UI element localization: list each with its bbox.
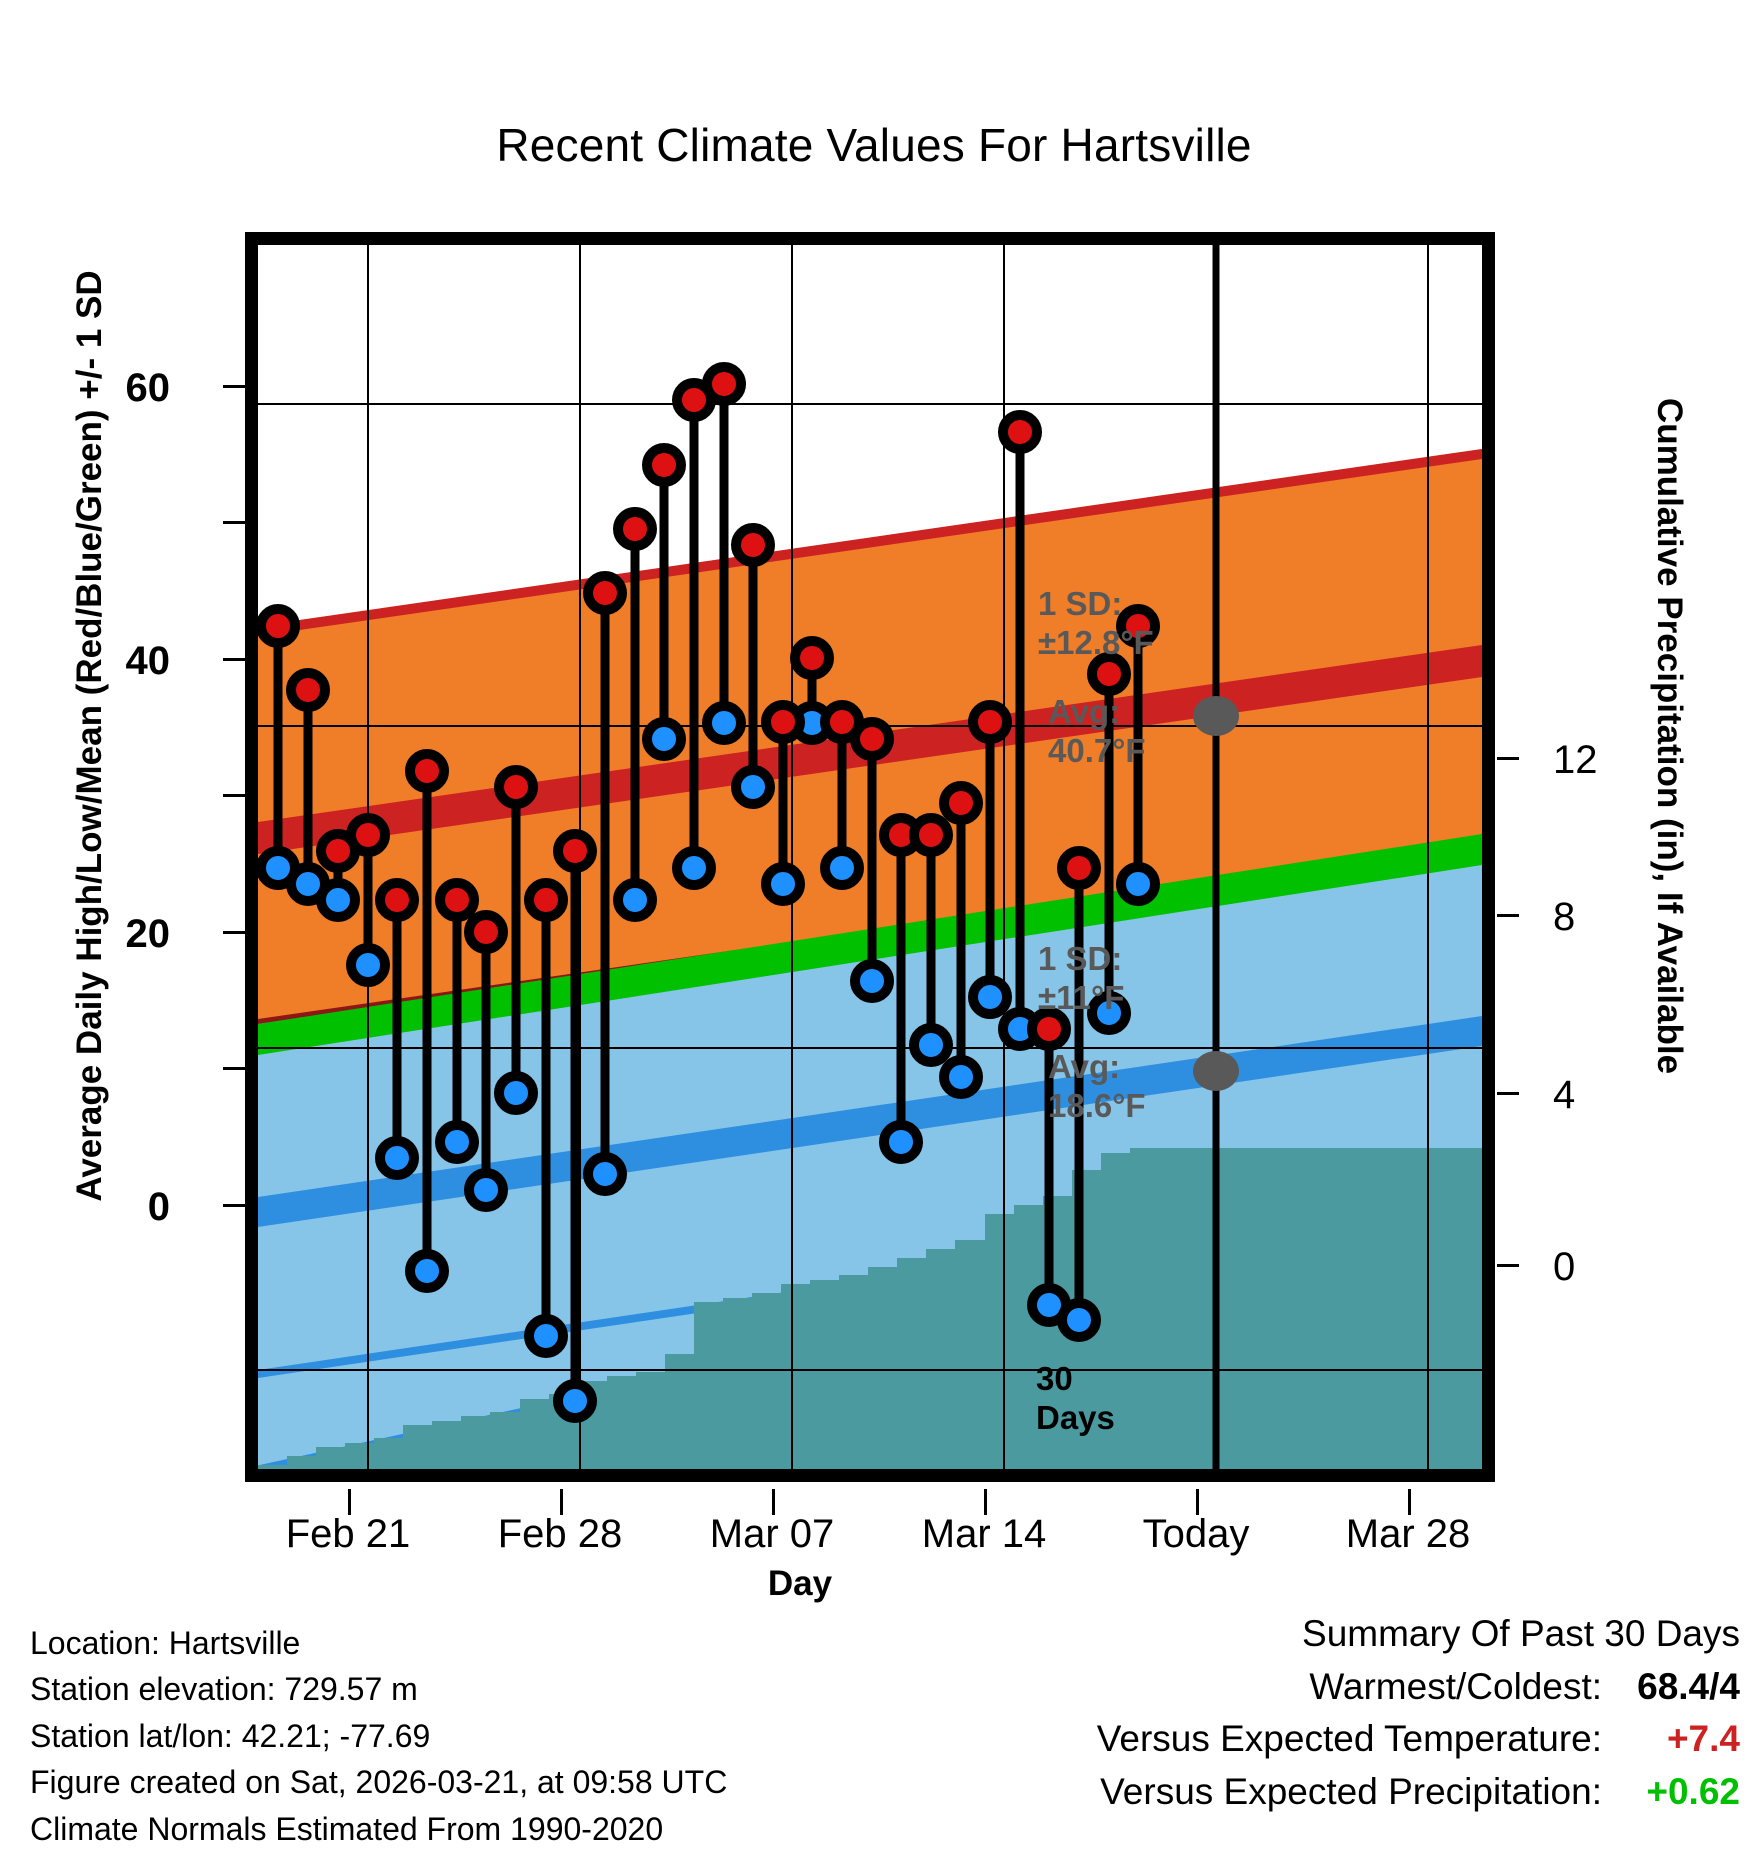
y-tick-label-20: 20 bbox=[125, 912, 171, 956]
daily-low-markers bbox=[258, 701, 1160, 1423]
annotation-high-sd-value: ±12.8°F bbox=[1038, 623, 1154, 661]
annotation-low-avg-label: Avg: bbox=[1048, 1048, 1121, 1085]
footer-created: Figure created on Sat, 2026-03-21, at 09… bbox=[30, 1764, 728, 1801]
footer-elevation: Station elevation: 729.57 m bbox=[30, 1671, 418, 1708]
summary-row-warmest: Warmest/Coldest: 68.4/4 bbox=[1097, 1661, 1740, 1714]
daily-high-markers bbox=[258, 362, 1160, 1051]
y-tick-40 bbox=[223, 658, 245, 661]
x-tick-feb28 bbox=[560, 1489, 563, 1515]
annotation-high-avg-value: 40.7°F bbox=[1048, 731, 1146, 769]
today-avg-low-marker bbox=[1193, 1051, 1239, 1091]
summary-heading: Summary Of Past 30 Days bbox=[1302, 1613, 1740, 1654]
y2-tick-label-12: 12 bbox=[1553, 738, 1598, 782]
summary-temp-value: +7.4 bbox=[1666, 1718, 1740, 1760]
plot-area: 1 SD: ±12.8°F Avg: 40.7°F 1 SD: ±11°F Avg: 1… bbox=[245, 232, 1495, 1482]
daily-range-stems bbox=[273, 384, 1143, 1401]
y-tick-0 bbox=[223, 1204, 245, 1207]
y-tick-10 bbox=[223, 1067, 245, 1070]
annotation-high-sd: 1 SD: ±12.8°F bbox=[1038, 585, 1154, 663]
y2-tick-0 bbox=[1497, 1264, 1519, 1267]
annotation-high-sd-label: 1 SD: bbox=[1038, 585, 1123, 622]
annotation-low-avg: Avg: 18.6°F bbox=[1048, 1048, 1146, 1126]
annotation-30-days-line1: 30 bbox=[1036, 1360, 1073, 1397]
footer-metadata: Location: Hartsville Station elevation: … bbox=[30, 1620, 727, 1852]
x-tick-label-mar14: Mar 14 bbox=[921, 1512, 1047, 1556]
today-avg-high-marker bbox=[1193, 696, 1239, 736]
footer-location: Location: Hartsville bbox=[30, 1625, 301, 1661]
footer-normals: Climate Normals Estimated From 1990-2020 bbox=[30, 1810, 664, 1847]
y2-tick-label-8: 8 bbox=[1553, 895, 1576, 939]
y2-tick-4 bbox=[1497, 1092, 1519, 1095]
x-tick-mar07 bbox=[772, 1489, 775, 1515]
annotation-low-sd-value: ±11°F bbox=[1038, 978, 1125, 1016]
y-tick-20 bbox=[223, 931, 245, 934]
footer-summary: Summary Of Past 30 Days Warmest/Coldest:… bbox=[1097, 1608, 1740, 1818]
y-tick-label-0: 0 bbox=[147, 1185, 170, 1229]
x-tick-label-mar07: Mar 07 bbox=[709, 1512, 835, 1556]
summary-precip-value: +0.62 bbox=[1646, 1770, 1740, 1812]
y2-tick-12 bbox=[1497, 757, 1519, 760]
x-tick-label-today: Today bbox=[1142, 1512, 1250, 1556]
cumulative-precip-area bbox=[258, 1148, 1482, 1469]
annotation-30-days-line2: Days bbox=[1036, 1398, 1115, 1436]
annotation-30-days: 30 Days bbox=[1036, 1360, 1115, 1438]
y-tick-50 bbox=[223, 521, 245, 524]
footer-latlon: Station lat/lon: 42.21; -77.69 bbox=[30, 1717, 431, 1754]
y2-tick-8 bbox=[1497, 914, 1519, 917]
x-tick-today bbox=[1196, 1489, 1199, 1515]
plot-inner: 1 SD: ±12.8°F Avg: 40.7°F 1 SD: ±11°F Avg: 1… bbox=[258, 245, 1482, 1469]
x-tick-feb21 bbox=[348, 1489, 351, 1515]
x-axis-label: Day bbox=[767, 1564, 833, 1603]
chart-canvas bbox=[258, 245, 1482, 1469]
chart-title: Recent Climate Values For Hartsville bbox=[496, 119, 1252, 171]
y-tick-30 bbox=[223, 794, 245, 797]
summary-warmest-label: Warmest/Coldest: bbox=[1309, 1665, 1602, 1707]
summary-row-precipitation: Versus Expected Precipitation: +0.62 bbox=[1097, 1766, 1740, 1819]
y2-tick-label-4: 4 bbox=[1553, 1073, 1576, 1117]
y-tick-label-40: 40 bbox=[125, 639, 171, 683]
x-tick-label-feb28: Feb 28 bbox=[497, 1512, 623, 1556]
x-tick-mar28 bbox=[1408, 1489, 1411, 1515]
x-tick-label-feb21: Feb 21 bbox=[285, 1512, 411, 1556]
high-sd-band-edge-top bbox=[258, 449, 1482, 636]
summary-precip-label: Versus Expected Precipitation: bbox=[1100, 1770, 1602, 1812]
annotation-high-avg: Avg: 40.7°F bbox=[1048, 693, 1146, 771]
annotation-low-sd-label: 1 SD: bbox=[1038, 940, 1123, 977]
normal-low-line bbox=[258, 1016, 1482, 1227]
annotation-low-avg-value: 18.6°F bbox=[1048, 1086, 1146, 1124]
summary-row-temperature: Versus Expected Temperature: +7.4 bbox=[1097, 1713, 1740, 1766]
annotation-high-avg-label: Avg: bbox=[1048, 693, 1121, 730]
y-tick-label-60: 60 bbox=[125, 366, 171, 410]
x-tick-label-mar28: Mar 28 bbox=[1345, 1512, 1471, 1556]
y2-tick-label-0: 0 bbox=[1553, 1245, 1576, 1289]
summary-warmest-value: 68.4/4 bbox=[1637, 1665, 1740, 1707]
x-tick-mar14 bbox=[984, 1489, 987, 1515]
summary-temp-label: Versus Expected Temperature: bbox=[1096, 1718, 1602, 1760]
y-axis-label-left: Average Daily High/Low/Mean (Red/Blue/Gr… bbox=[70, 270, 109, 1202]
y-tick-60 bbox=[223, 385, 245, 388]
annotation-low-sd: 1 SD: ±11°F bbox=[1038, 940, 1124, 1018]
